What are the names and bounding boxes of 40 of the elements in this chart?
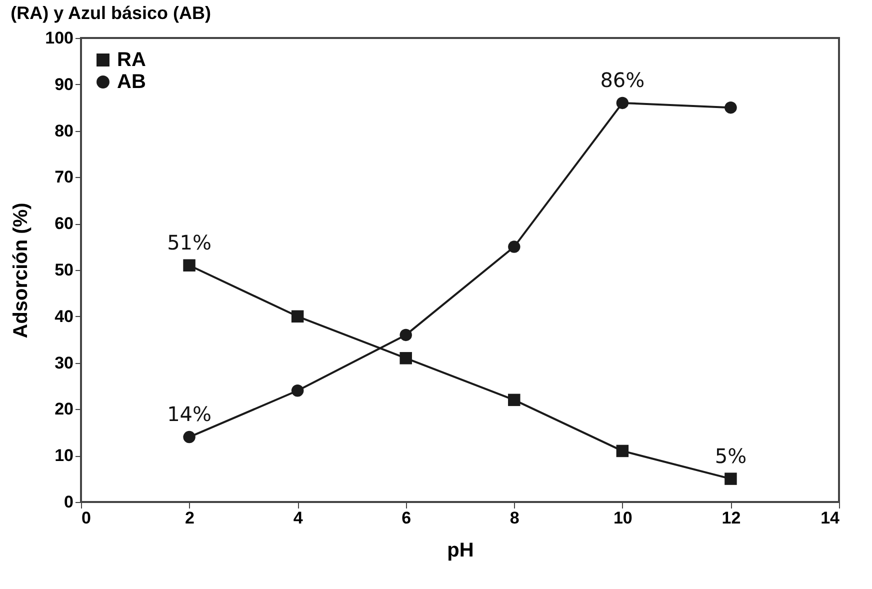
annotation: 5%	[714, 444, 747, 468]
y-tick-label: 50	[54, 260, 74, 280]
y-tick-label: 40	[54, 306, 74, 326]
point	[724, 472, 737, 485]
annotation: 51%	[167, 230, 212, 254]
point	[616, 96, 629, 110]
y-tick-label: 80	[54, 121, 74, 140]
x-tick-label: 8	[510, 508, 520, 528]
y-tick-label: 20	[54, 400, 74, 419]
point	[508, 240, 520, 253]
point	[183, 430, 196, 444]
point	[724, 101, 737, 114]
point	[400, 328, 412, 342]
y-axis-title: Adsorción (%)	[10, 202, 32, 338]
point	[400, 352, 412, 364]
y-tick-label: 60	[54, 214, 74, 234]
x-tick-label: 12	[722, 508, 741, 528]
point	[183, 259, 196, 272]
x-tick-label: 0	[82, 508, 91, 528]
annotation: 86%	[600, 68, 645, 92]
point	[508, 394, 520, 406]
y-tick-label: 30	[54, 353, 74, 372]
x-tick-label: 10	[613, 508, 632, 528]
x-tick-label: 6	[402, 508, 412, 528]
legend-label: AB	[117, 71, 146, 93]
point	[291, 384, 304, 397]
x-tick-label: 4	[293, 508, 304, 528]
legend-label: RA	[117, 49, 146, 71]
x-tick-label: 14	[820, 508, 840, 528]
point	[291, 310, 304, 323]
y-tick-label: 10	[54, 446, 74, 466]
y-tick-label: 90	[54, 74, 74, 94]
chart-title: (RA) y Azul básico (AB)	[10, 3, 211, 23]
x-tick-label: 2	[185, 508, 195, 528]
y-tick-label: 70	[54, 168, 74, 187]
y-tick-label: 0	[64, 492, 74, 512]
point	[616, 444, 629, 458]
x-axis-title: pH	[447, 540, 474, 562]
y-tick-label: 100	[45, 28, 74, 48]
annotation: 14%	[167, 402, 212, 426]
